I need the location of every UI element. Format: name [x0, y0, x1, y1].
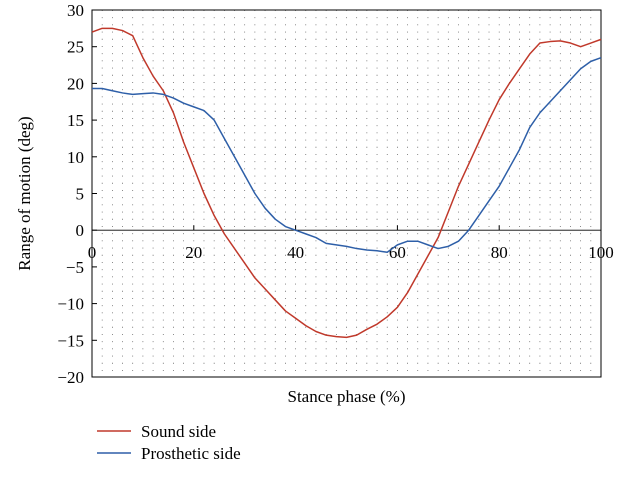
- y-tick-label: −20: [57, 368, 84, 387]
- y-tick-label: 5: [76, 185, 85, 204]
- y-tick-label: −10: [57, 295, 84, 314]
- x-tick-label: 0: [88, 243, 97, 262]
- y-tick-label: 15: [67, 111, 84, 130]
- y-tick-label: −15: [57, 331, 84, 350]
- x-tick-label: 100: [588, 243, 614, 262]
- legend-label-sound-side: Sound side: [141, 422, 216, 441]
- x-axis-title: Stance phase (%): [287, 387, 405, 406]
- series-line-sound-side: [91, 27, 602, 339]
- plot-area-frame: [91, 9, 602, 378]
- y-tick-label: −5: [66, 258, 84, 277]
- y-tick-label: 10: [67, 148, 84, 167]
- y-tick-label: 30: [67, 1, 84, 20]
- y-tick-label: 25: [67, 38, 84, 57]
- x-tick-label: 80: [491, 243, 508, 262]
- x-tick-label: 60: [389, 243, 406, 262]
- legend-label-prosthetic-side: Prosthetic side: [141, 444, 241, 463]
- y-axis-title: Range of motion (deg): [15, 116, 34, 270]
- series-lines: [91, 27, 602, 339]
- plot-grid: [101, 10, 592, 377]
- x-tick-label: 20: [185, 243, 202, 262]
- legend: Sound side Prosthetic side: [97, 422, 241, 463]
- y-tick-label: 20: [67, 74, 84, 93]
- y-tick-label: 0: [76, 221, 85, 240]
- x-tick-label: 40: [287, 243, 304, 262]
- series-line-prosthetic-side: [92, 57, 602, 253]
